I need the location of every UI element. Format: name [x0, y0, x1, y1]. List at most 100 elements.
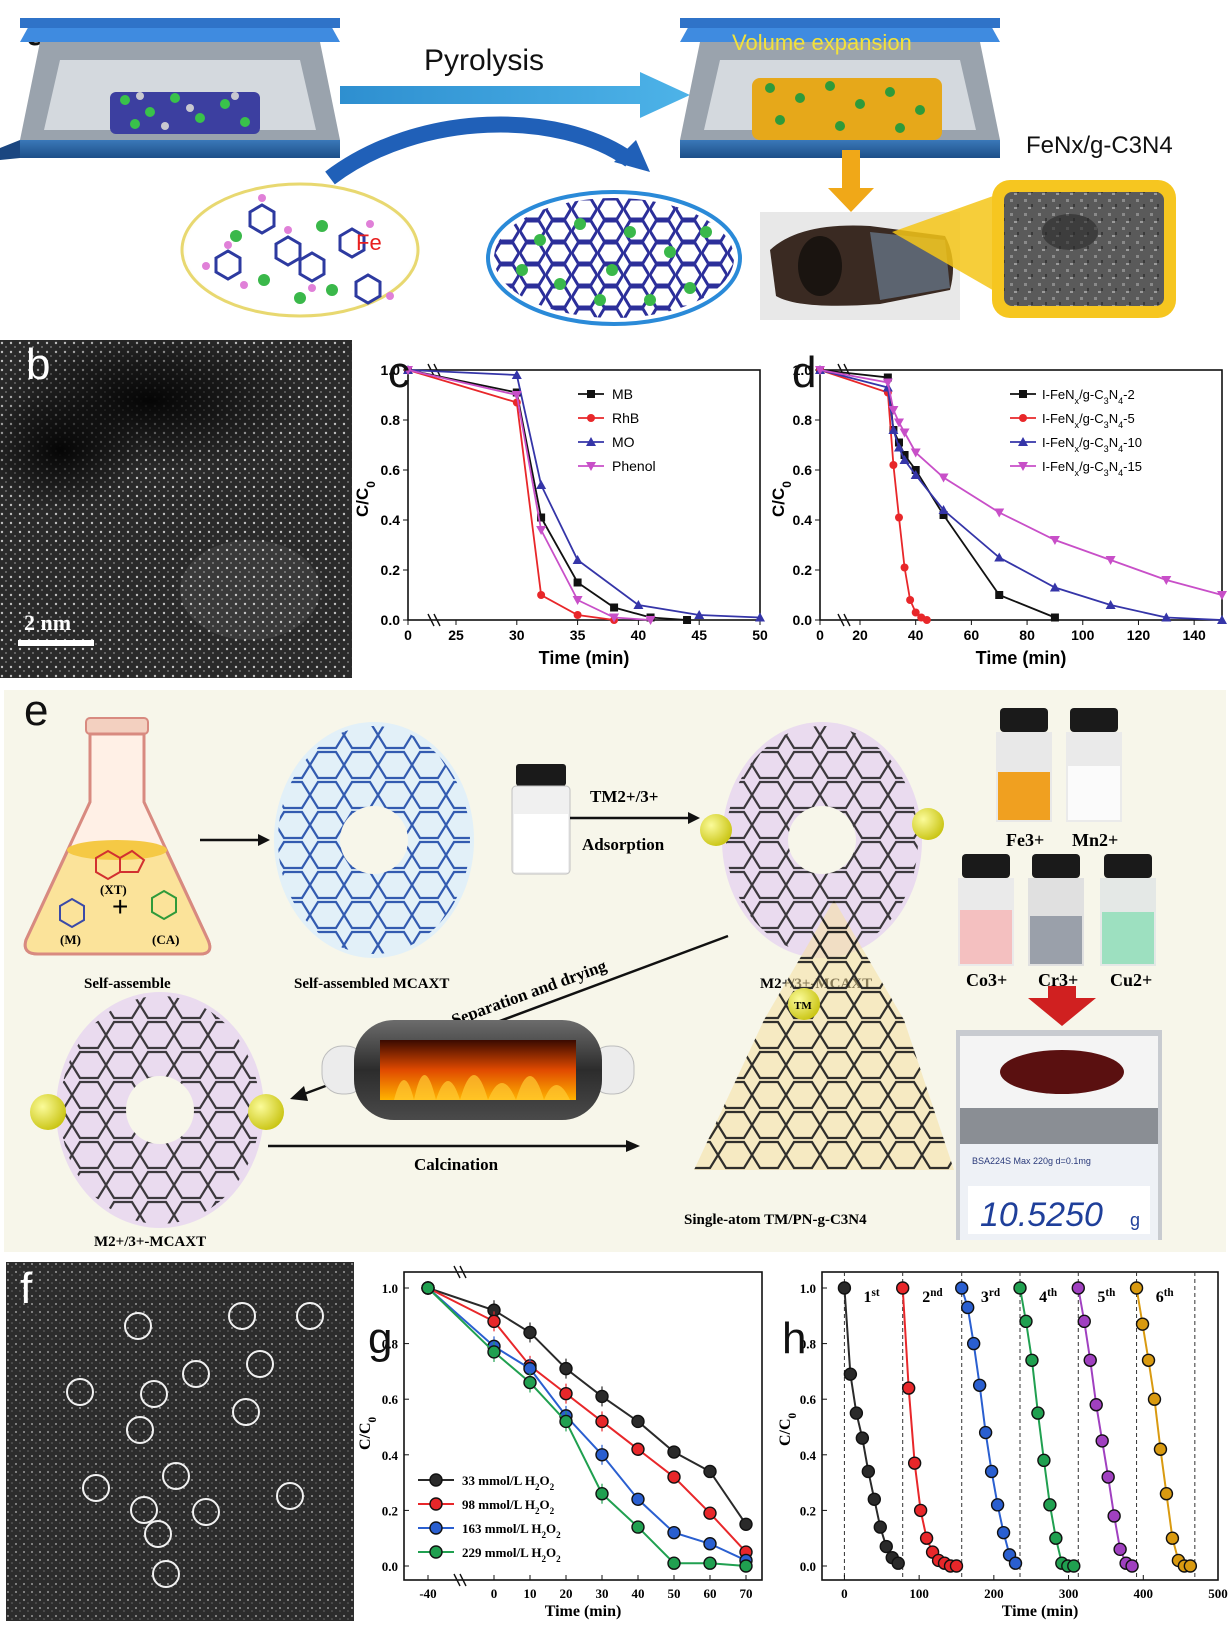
data-point — [1217, 615, 1227, 624]
panel-h-label: h — [782, 1314, 807, 1363]
data-point — [910, 448, 921, 458]
x-tick-label: 100 — [909, 1586, 929, 1601]
data-point — [919, 1531, 934, 1545]
series-line — [960, 1287, 1017, 1564]
data-point — [559, 1414, 573, 1429]
panel-c: 0.0 0.2 0.4 0.6 0.8 1.0 0 25 30 35 40 45 50 Time (min… — [352, 340, 782, 680]
tm-center-label: TM — [794, 1000, 812, 1012]
data-point — [938, 505, 949, 514]
data-point — [900, 563, 909, 572]
chart-c-plot: 0.0 0.2 0.4 0.6 0.8 1.0 0 25 30 35 40 45 50 Time (min… — [353, 362, 768, 668]
x-tick-label: 200 — [984, 1586, 1004, 1601]
x-tick-label: -40 — [419, 1586, 436, 1601]
axis-break-top2 — [459, 1265, 467, 1279]
volume-expansion-text: Volume expansion — [732, 30, 912, 55]
data-point — [1135, 1317, 1150, 1331]
data-point — [703, 1464, 717, 1479]
legend-marker — [429, 1497, 443, 1511]
data-point — [910, 470, 921, 479]
data-point — [573, 578, 582, 587]
data-point — [900, 451, 909, 459]
data-point — [609, 613, 620, 623]
cycle-label: 5th — [1097, 1287, 1116, 1306]
data-point — [978, 1425, 993, 1440]
y-tick-label: 0.2 — [381, 562, 401, 578]
curved-arrow-icon — [325, 116, 635, 185]
data-point — [703, 1556, 717, 1570]
legend-label: 229 mmol/L H2O2 — [462, 1545, 561, 1564]
x-tick-label: 35 — [570, 627, 586, 643]
series-line-mb — [407, 369, 688, 621]
axis-break-top — [453, 1265, 461, 1279]
panel-f-label: f — [20, 1264, 33, 1313]
data-point — [1067, 1559, 1081, 1573]
x-tick-label: 50 — [752, 627, 768, 643]
data-point — [523, 1325, 537, 1340]
y-tick-label: 0.6 — [793, 462, 813, 478]
data-point — [893, 442, 904, 452]
data-point — [873, 1520, 887, 1534]
series-line-rhb — [407, 369, 615, 621]
legend-marker — [1018, 462, 1028, 471]
data-point — [1125, 1559, 1139, 1573]
axis-break-top — [427, 363, 435, 377]
y-tick-label: 0.4 — [382, 1448, 399, 1463]
series-line — [1019, 1287, 1074, 1567]
chart-d: 0.0 0.2 0.4 0.6 0.8 1.0 0 20 40 60 80 100 120 140 Time… — [769, 362, 1227, 668]
legend-label: I-FeNx/g-C3N4-15 — [1042, 459, 1142, 478]
series-line-phenol — [407, 369, 651, 621]
series-line — [819, 369, 1223, 596]
balance-photo — [956, 1030, 1162, 1240]
data-point — [879, 1539, 893, 1554]
y-tick-label: 1.0 — [382, 1281, 398, 1296]
legend-label: 163 mmol/L H2O2 — [462, 1521, 561, 1540]
y-tick-label: 0.6 — [381, 462, 401, 478]
data-point — [1183, 1559, 1198, 1573]
network-oval — [486, 190, 742, 326]
data-point — [572, 555, 583, 564]
y-tick-label: 0.4 — [381, 512, 401, 528]
y-axis-label: C/C0 — [770, 481, 794, 517]
plus-sign: + — [112, 891, 128, 922]
cycle-label: 2nd — [922, 1287, 943, 1306]
x-tick-label: 60 — [704, 1586, 717, 1601]
data-point — [861, 1464, 876, 1479]
panel-a: a — [0, 0, 1229, 330]
data-point — [1025, 1353, 1039, 1367]
x-tick-label: 100 — [1071, 627, 1095, 643]
data-point — [1161, 576, 1172, 585]
x-axis-label: Time (min) — [976, 648, 1067, 668]
product-network-gold — [694, 900, 954, 1170]
chart-d-plot: 0.0 0.2 0.4 0.6 0.8 1.0 0 20 40 60 80 100 120 140 Time… — [769, 362, 1227, 668]
tm-ions-label: TM2+/3+ — [590, 787, 658, 806]
legend-label: MB — [612, 386, 633, 402]
panel-b-label: b — [26, 340, 51, 389]
data-point — [891, 1556, 905, 1570]
balance-reading: 10.5250 — [980, 1196, 1103, 1234]
data-point — [1083, 1353, 1097, 1367]
vial-icon-co — [958, 854, 1014, 966]
cycle-label: 6th — [1156, 1287, 1175, 1306]
x-tick-label: 0 — [491, 1586, 498, 1601]
data-point — [667, 1556, 681, 1570]
data-point — [837, 1281, 852, 1295]
y-axis-label: C/C0 — [357, 1416, 379, 1450]
panel-e: e — [4, 686, 1226, 1252]
down-arrow-icon — [828, 150, 874, 212]
data-point — [984, 1464, 999, 1479]
x-tick-label: 140 — [1182, 627, 1206, 643]
x-tick-label: 400 — [1134, 1586, 1154, 1601]
data-point — [1113, 1542, 1127, 1557]
series-line — [819, 369, 1223, 621]
data-point — [849, 1406, 864, 1420]
adsorption-label: Adsorption — [582, 835, 665, 854]
scale-bar — [18, 640, 94, 646]
y-tick-label: 0.0 — [793, 612, 813, 628]
flask-icon — [23, 717, 212, 956]
data-point — [559, 1361, 573, 1376]
calcination-label: Calcination — [414, 1155, 499, 1174]
legend-label: 33 mmol/L H2O2 — [462, 1473, 555, 1492]
data-point — [511, 370, 522, 379]
legend-marker — [586, 462, 596, 471]
vial-icon-cr — [1028, 854, 1084, 966]
